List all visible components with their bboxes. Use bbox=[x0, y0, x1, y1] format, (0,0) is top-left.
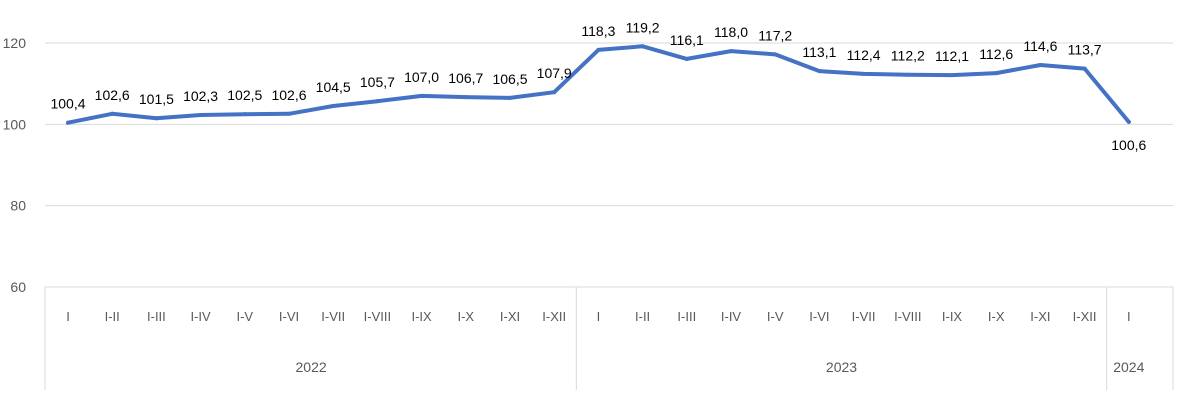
data-label: 112,4 bbox=[847, 47, 881, 63]
x-tick-label: I-IV bbox=[190, 309, 211, 324]
data-point bbox=[950, 73, 954, 78]
data-point bbox=[773, 52, 778, 57]
y-axis: 60 80 100 120 bbox=[3, 35, 27, 295]
series-line bbox=[66, 44, 1131, 125]
x-tick-label: I-VI bbox=[809, 309, 829, 324]
data-point bbox=[154, 116, 159, 121]
data-label: 102,6 bbox=[95, 87, 130, 103]
x-tick-label: I-IX bbox=[942, 309, 963, 324]
series bbox=[66, 44, 1131, 125]
x-tick-label: I-VIII bbox=[364, 309, 391, 324]
data-label: 113,7 bbox=[1068, 42, 1102, 58]
x-tick-label: I-III bbox=[677, 309, 696, 324]
data-point bbox=[994, 71, 999, 76]
data-labels: 100,4 102,6 101,5 102,3 102,5 102,6 104,5 105,7… bbox=[50, 19, 1146, 153]
x-tick-label: I bbox=[66, 309, 70, 324]
data-label: 118,0 bbox=[714, 24, 748, 40]
x-tick-label: I-X bbox=[988, 309, 1005, 324]
data-point bbox=[1082, 66, 1087, 71]
data-label: 100,6 bbox=[1111, 137, 1146, 153]
year-group-label: 2024 bbox=[1113, 359, 1144, 375]
x-axis: I I-II I-III I-IV I-V I-VI I-VII I-VIII I-IX I-X I… bbox=[44, 287, 1174, 390]
data-point bbox=[419, 93, 424, 98]
data-label: 114,6 bbox=[1023, 38, 1057, 54]
data-label: 107,9 bbox=[537, 65, 572, 81]
y-tick-label: 100 bbox=[3, 116, 27, 132]
data-label: 106,7 bbox=[448, 70, 483, 86]
data-label: 113,1 bbox=[802, 44, 836, 60]
data-label: 112,6 bbox=[979, 46, 1013, 62]
x-tick-label: I-X bbox=[457, 309, 474, 324]
x-tick-label: I-XI bbox=[1030, 309, 1050, 324]
data-point bbox=[331, 104, 336, 109]
x-tick-label: I-VII bbox=[852, 309, 876, 324]
data-label: 118,3 bbox=[581, 23, 615, 39]
data-point bbox=[66, 120, 70, 125]
data-label: 117,2 bbox=[758, 27, 792, 43]
data-point bbox=[861, 71, 866, 76]
data-point bbox=[375, 99, 380, 104]
y-tick-label: 120 bbox=[3, 35, 27, 51]
data-point bbox=[905, 72, 910, 77]
data-point bbox=[463, 95, 468, 100]
x-tick-label: I-IX bbox=[411, 309, 432, 324]
data-label: 112,2 bbox=[891, 48, 925, 64]
data-point bbox=[198, 112, 203, 117]
data-label: 102,6 bbox=[271, 87, 306, 103]
data-point bbox=[640, 44, 645, 49]
data-label: 102,5 bbox=[227, 87, 262, 103]
data-point bbox=[110, 111, 115, 116]
data-label: 105,7 bbox=[360, 74, 395, 90]
data-point bbox=[1126, 119, 1131, 124]
data-point bbox=[242, 112, 247, 117]
year-group-label: 2022 bbox=[296, 359, 327, 375]
x-tick-label: I-VIII bbox=[894, 309, 921, 324]
x-tick-label: I-XII bbox=[542, 309, 566, 324]
data-point bbox=[1038, 62, 1043, 67]
data-point bbox=[684, 56, 689, 61]
x-tick-label: I-XII bbox=[1073, 309, 1097, 324]
data-point bbox=[817, 69, 822, 74]
data-label: 119,2 bbox=[626, 19, 660, 35]
year-group-label: 2023 bbox=[826, 359, 857, 375]
x-tick-label: I-II bbox=[105, 309, 120, 324]
x-tick-label: I-VI bbox=[279, 309, 299, 324]
data-point bbox=[552, 90, 557, 95]
x-tick-label: I-V bbox=[767, 309, 784, 324]
x-tick-label: I-V bbox=[236, 309, 253, 324]
x-tick-label: I bbox=[1127, 309, 1131, 324]
data-label: 112,1 bbox=[935, 48, 969, 64]
data-point bbox=[287, 111, 291, 116]
data-point bbox=[729, 49, 733, 54]
data-label: 102,3 bbox=[183, 88, 218, 104]
data-point bbox=[508, 95, 512, 100]
data-label: 107,0 bbox=[404, 69, 439, 85]
x-tick-label: I-II bbox=[635, 309, 650, 324]
gridlines bbox=[45, 42, 1173, 288]
x-tick-label: I-VII bbox=[321, 309, 345, 324]
y-tick-label: 60 bbox=[10, 279, 26, 295]
data-label: 104,5 bbox=[316, 79, 351, 95]
data-label: 116,1 bbox=[670, 32, 704, 48]
x-tick-label: I-XI bbox=[500, 309, 520, 324]
data-label: 101,5 bbox=[139, 91, 174, 107]
x-tick-label: I-III bbox=[147, 309, 166, 324]
data-label: 106,5 bbox=[492, 71, 527, 87]
data-point bbox=[596, 47, 601, 52]
data-label: 100,4 bbox=[50, 96, 85, 112]
x-tick-label: I-IV bbox=[721, 309, 742, 324]
y-tick-label: 80 bbox=[10, 198, 26, 214]
x-tick-label: I bbox=[597, 309, 601, 324]
